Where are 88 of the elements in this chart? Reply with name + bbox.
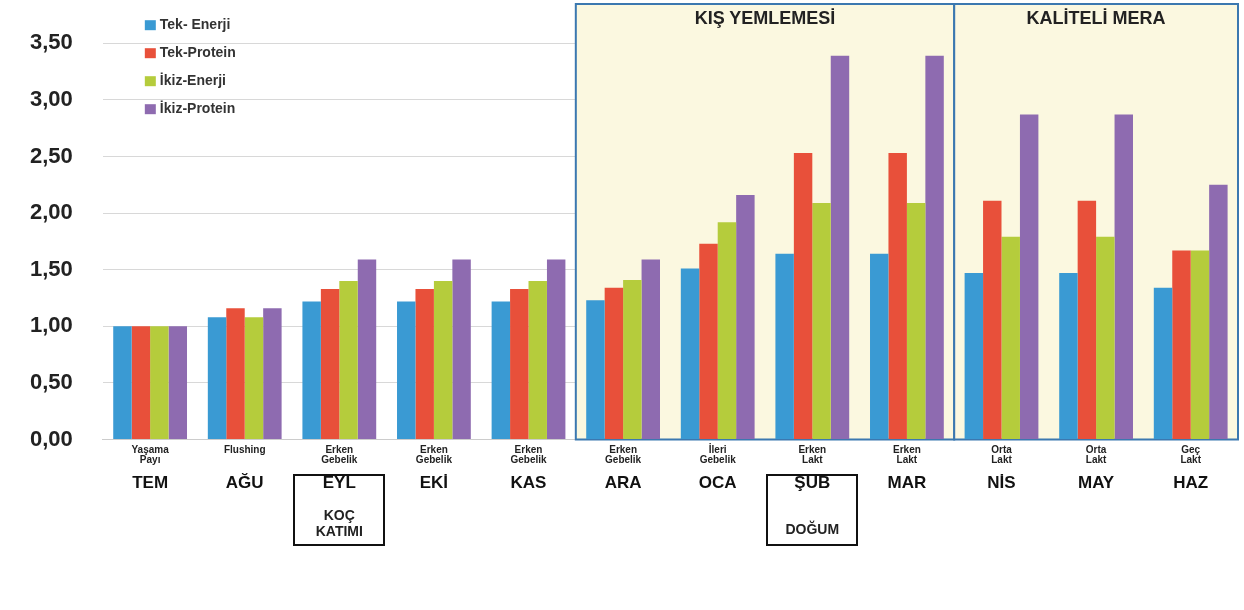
x-tick-label: OCA — [698, 473, 737, 493]
text: İleri Gebelik — [699, 443, 737, 466]
bar — [1172, 250, 1191, 440]
bar — [226, 308, 245, 440]
bar — [397, 301, 416, 440]
bar — [888, 153, 907, 440]
bar — [775, 253, 794, 440]
bar — [433, 281, 453, 440]
bar — [452, 259, 471, 440]
bar — [1059, 273, 1078, 440]
bar — [623, 279, 642, 440]
text: Erken Gebelik — [321, 444, 358, 466]
text: Flushing — [223, 444, 266, 456]
bar — [925, 55, 944, 440]
bar — [964, 273, 984, 440]
text: Erken Gebelik — [415, 444, 453, 466]
bar — [510, 288, 529, 440]
text: Orta Lakt — [1085, 444, 1108, 466]
y-tick-label: 2,50 — [29, 142, 73, 168]
bar — [1001, 236, 1020, 440]
bar — [263, 308, 282, 440]
text: Geç Lakt — [1180, 444, 1202, 466]
bar — [491, 301, 511, 440]
bar — [131, 326, 151, 440]
y-tick-label: 3,50 — [29, 29, 73, 55]
band-label: KALİTELİ MERA — [1026, 7, 1166, 28]
bar — [339, 281, 358, 440]
bar — [1153, 287, 1173, 440]
y-tick-label: 0,00 — [29, 425, 73, 451]
text: DOĞUM — [785, 520, 840, 538]
bar — [320, 288, 340, 440]
bar — [207, 317, 227, 440]
text: Erken Gebelik — [605, 444, 642, 466]
x-tick-label: MAR — [887, 473, 927, 493]
x-tick-label: ŞUB — [794, 473, 831, 493]
band-label: KIŞ YEMLEMESİ — [694, 7, 836, 28]
y-tick-label: 3,00 — [29, 85, 73, 111]
bar — [604, 287, 624, 440]
y-tick-label: 0,50 — [29, 369, 73, 395]
text: Erken Lakt — [798, 444, 827, 466]
bar — [641, 259, 660, 440]
bar — [113, 326, 132, 440]
text: Erken Lakt — [893, 444, 921, 466]
bar — [302, 301, 321, 440]
bar — [1096, 236, 1115, 440]
bar — [586, 300, 605, 440]
x-tick-label: ARA — [604, 473, 642, 493]
legend-label: İkiz-Protein — [159, 100, 236, 117]
bar — [699, 243, 718, 440]
bar — [906, 202, 926, 440]
bar — [357, 259, 377, 440]
y-tick-label: 1,00 — [29, 312, 73, 338]
x-tick-label: NİS — [987, 473, 1016, 493]
y-tick-label: 2,00 — [29, 199, 73, 225]
bar — [870, 253, 889, 440]
x-tick-label: TEM — [132, 473, 169, 493]
x-tick-label: EKİ — [419, 473, 449, 493]
bar — [812, 202, 831, 440]
x-tick-label: HAZ — [1173, 473, 1209, 493]
bar — [1190, 250, 1210, 440]
bar — [415, 288, 434, 440]
bar — [1114, 114, 1133, 440]
legend-label: İkiz-Enerji — [159, 72, 226, 89]
bar — [1209, 184, 1228, 440]
legend-label: Tek-Protein — [159, 44, 236, 61]
bar — [717, 222, 737, 440]
bar — [793, 153, 813, 440]
bar — [150, 326, 169, 440]
bar — [528, 281, 547, 440]
text: Orta Lakt — [991, 444, 1013, 466]
x-tick-label: KAS — [510, 473, 547, 493]
bar — [680, 268, 700, 440]
text: KOÇ KATIMI — [315, 507, 363, 540]
x-tick-label: MAY — [1077, 473, 1115, 493]
bar — [983, 200, 1002, 440]
bar — [1019, 114, 1039, 440]
y-tick-label: 1,50 — [29, 255, 73, 281]
bar — [168, 326, 188, 440]
x-tick-label: AĞU — [225, 473, 264, 493]
text: Erken Gebelik — [510, 444, 548, 466]
bar — [244, 317, 264, 440]
bar — [830, 55, 850, 440]
x-tick-label: EYL — [322, 473, 356, 493]
text: Yaşama Payı — [131, 444, 170, 466]
bar — [736, 194, 755, 440]
bar — [546, 259, 566, 440]
bar — [1077, 200, 1097, 440]
legend-label: Tek- Enerji — [159, 16, 231, 33]
